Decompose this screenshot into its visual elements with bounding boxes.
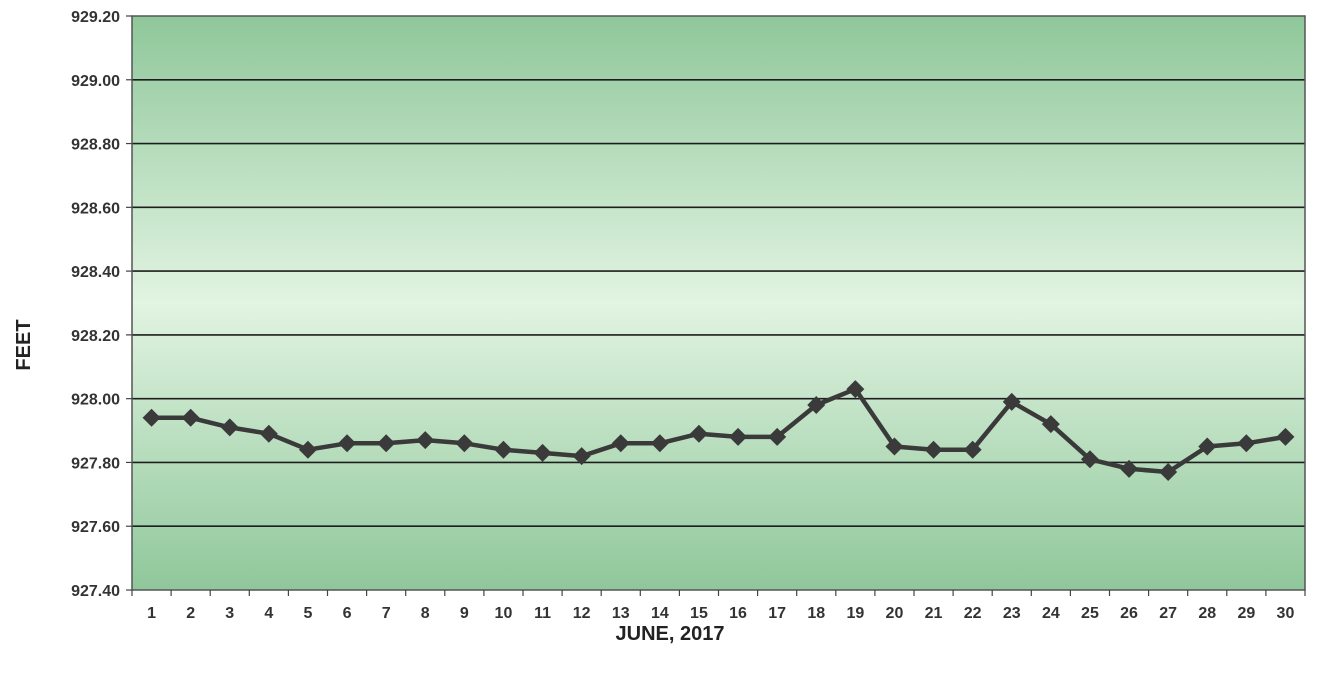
data-point-marker: [768, 427, 787, 446]
x-axis-label: JUNE, 2017: [616, 623, 725, 645]
x-tick-label: 18: [807, 605, 825, 622]
x-tick-label: 22: [964, 605, 982, 622]
data-point-marker: [572, 447, 591, 466]
data-point-marker: [924, 440, 943, 459]
data-point-marker: [1198, 437, 1217, 456]
y-axis-label: FEET: [13, 319, 35, 370]
x-tick-label: 30: [1277, 605, 1295, 622]
y-tick-label: 929.20: [71, 9, 120, 26]
x-tick-label: 2: [186, 605, 195, 622]
y-tick-label: 928.60: [71, 200, 120, 217]
data-point-marker: [1276, 427, 1295, 446]
y-tick-label: 928.40: [71, 264, 120, 281]
y-axis-ticks: 929.20 929.00 928.80 928.60 928.40 928.20 928.…: [71, 9, 132, 600]
y-tick-label: 928.80: [71, 137, 120, 154]
x-tick-label: 14: [651, 605, 669, 622]
y-tick-label: 927.60: [71, 519, 120, 536]
x-tick-label: 9: [460, 605, 469, 622]
data-point-marker: [298, 440, 317, 459]
gridlines: [132, 78, 1305, 528]
data-point-marker: [533, 443, 552, 462]
data-point-marker: [338, 434, 357, 453]
x-tick-label: 17: [768, 605, 786, 622]
data-point-marker: [963, 440, 982, 459]
x-axis-ticks: 1 2 3 4 5 6 7 8 9 10 11 12 13 14 15 16 17 18 19 20 21 22 23 24 2…: [131, 590, 1306, 622]
series-layer: [142, 380, 1295, 482]
x-tick-label: 28: [1198, 605, 1216, 622]
data-point-marker: [650, 434, 669, 453]
y-tick-label: 927.80: [71, 455, 120, 472]
x-tick-label: 6: [343, 605, 352, 622]
x-tick-label: 11: [534, 605, 551, 622]
data-point-marker: [689, 424, 708, 443]
x-tick-label: 19: [846, 605, 864, 622]
data-point-marker: [1080, 450, 1099, 469]
data-point-marker: [494, 440, 513, 459]
data-point-marker: [846, 380, 865, 399]
y-tick-label: 929.00: [71, 73, 120, 90]
data-point-marker: [181, 408, 200, 427]
data-point-marker: [142, 408, 161, 427]
x-tick-label: 21: [925, 605, 943, 622]
x-tick-label: 4: [264, 605, 273, 622]
x-tick-label: 23: [1003, 605, 1021, 622]
x-tick-label: 3: [225, 605, 234, 622]
data-point-marker: [1002, 392, 1021, 411]
x-tick-label: 29: [1237, 605, 1255, 622]
data-point-marker: [611, 434, 630, 453]
data-point-marker: [885, 437, 904, 456]
data-point-marker: [1120, 459, 1139, 478]
x-tick-label: 12: [573, 605, 591, 622]
y-tick-label: 928.20: [71, 328, 120, 345]
data-point-marker: [377, 434, 396, 453]
x-tick-label: 10: [495, 605, 513, 622]
x-tick-label: 1: [147, 605, 156, 622]
x-tick-label: 8: [421, 605, 430, 622]
x-tick-label: 5: [303, 605, 312, 622]
data-point-marker: [1041, 415, 1060, 434]
x-tick-label: 26: [1120, 605, 1138, 622]
x-tick-label: 13: [612, 605, 630, 622]
x-tick-label: 15: [690, 605, 708, 622]
plot-area: [132, 16, 1305, 590]
data-point-marker: [807, 396, 826, 415]
data-point-marker: [1159, 463, 1178, 482]
x-tick-label: 24: [1042, 605, 1060, 622]
x-tick-label: 27: [1159, 605, 1177, 622]
data-point-marker: [729, 427, 748, 446]
data-point-marker: [455, 434, 474, 453]
x-tick-label: 16: [729, 605, 747, 622]
x-tick-label: 7: [382, 605, 391, 622]
data-point-marker: [259, 424, 278, 443]
x-tick-label: 20: [886, 605, 904, 622]
data-point-marker: [220, 418, 239, 437]
data-point-marker: [416, 431, 435, 450]
y-tick-label: 928.00: [71, 392, 120, 409]
x-tick-label: 25: [1081, 605, 1099, 622]
data-point-marker: [1237, 434, 1256, 453]
y-tick-label: 927.40: [71, 583, 120, 600]
